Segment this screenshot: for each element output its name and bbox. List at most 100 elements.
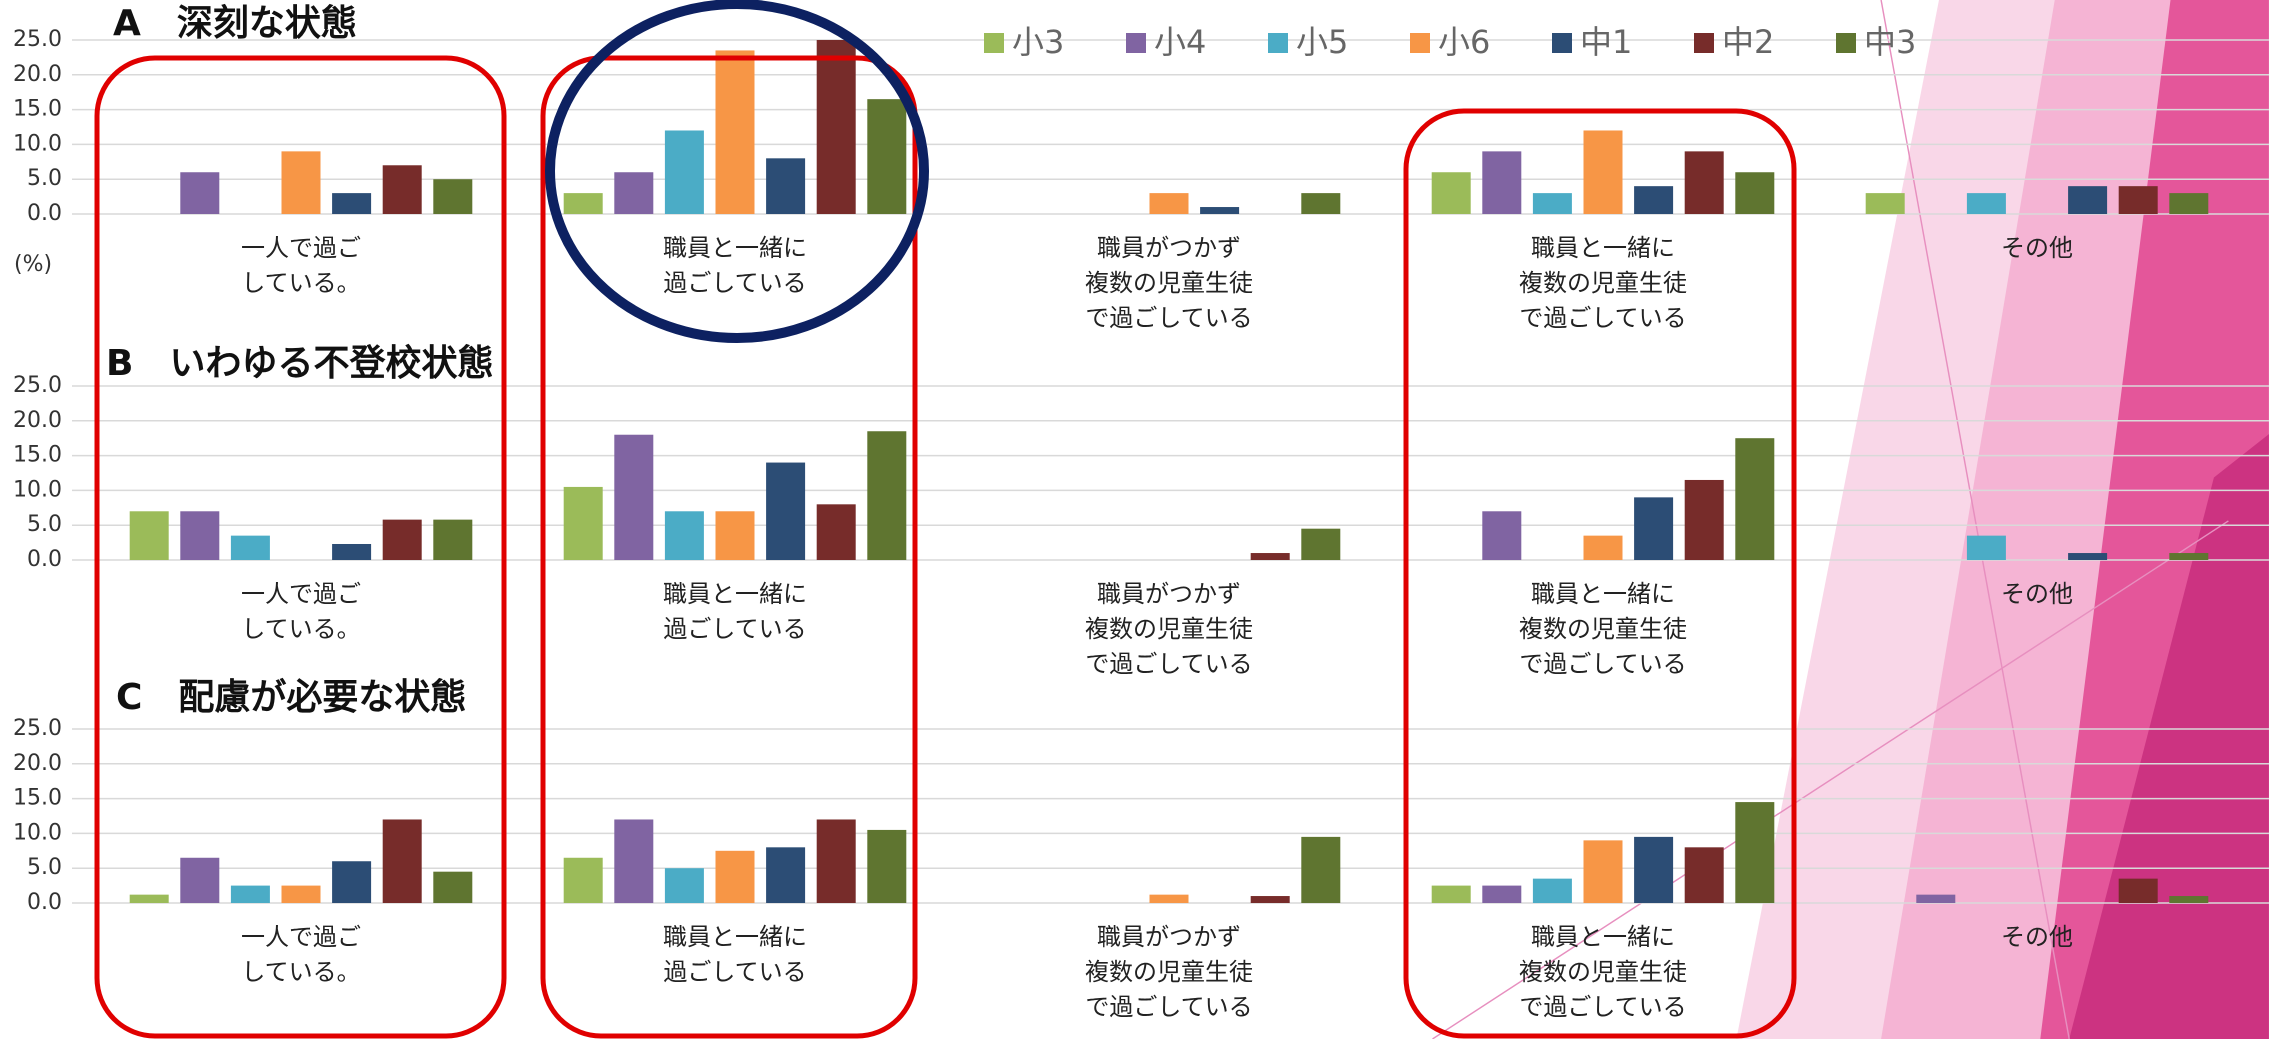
panel-title: A 深刻な状態: [113, 3, 357, 44]
bar: [1482, 151, 1522, 214]
bar: [1482, 511, 1522, 560]
bar: [1735, 438, 1775, 560]
bar: [1735, 172, 1775, 214]
legend-label: 小5: [1296, 23, 1348, 61]
bar: [1684, 847, 1724, 903]
bar: [1583, 840, 1623, 903]
x-tick-label: 職員がつかず: [1097, 234, 1241, 262]
bar: [614, 434, 654, 560]
x-tick-label: その他: [2001, 923, 2073, 951]
bar: [129, 511, 169, 560]
legend-label: 中3: [1864, 23, 1916, 61]
bar: [1301, 528, 1341, 560]
bar: [382, 819, 422, 903]
bar: [563, 193, 603, 214]
x-tick-label: で過ごしている: [1085, 304, 1252, 332]
bar: [1684, 479, 1724, 560]
bar: [433, 871, 473, 903]
x-tick-label: 過ごしている: [663, 615, 806, 643]
bar: [281, 151, 321, 214]
bar: [1482, 885, 1522, 903]
unit-label: (%): [14, 252, 52, 277]
bar: [382, 519, 422, 560]
x-tick-label: で過ごしている: [1085, 993, 1252, 1021]
x-tick-label: その他: [2001, 234, 2073, 262]
bar: [1250, 896, 1290, 903]
x-tick-label: 複数の児童生徒: [1085, 615, 1253, 643]
bar: [2068, 186, 2108, 214]
bar: [1149, 894, 1189, 903]
y-tick-label: 0.0: [27, 890, 62, 915]
bar: [1916, 894, 1956, 903]
y-tick-label: 15.0: [13, 786, 62, 811]
y-tick-label: 0.0: [27, 547, 62, 572]
bar: [766, 462, 806, 560]
bar: [1200, 207, 1240, 214]
y-tick-label: 5.0: [27, 512, 62, 537]
x-tick-label: その他: [2001, 580, 2073, 608]
bar: [230, 535, 270, 560]
x-tick-label: 職員と一緒に: [663, 923, 807, 951]
y-tick-label: 0.0: [27, 201, 62, 226]
bar: [2068, 553, 2108, 560]
bar: [816, 40, 856, 214]
bar: [1532, 193, 1572, 214]
bar: [230, 885, 270, 903]
bar: [816, 819, 856, 903]
x-tick-label: 複数の児童生徒: [1519, 615, 1687, 643]
y-tick-label: 25.0: [13, 27, 62, 52]
decoration: [1432, 0, 2269, 1039]
x-tick-label: 職員がつかず: [1097, 923, 1241, 951]
legend-swatch: [1268, 33, 1288, 53]
bar: [180, 172, 220, 214]
legend-label: 小3: [1012, 23, 1064, 61]
bar: [281, 885, 321, 903]
bar: [867, 829, 907, 903]
x-tick-label: している。: [241, 615, 360, 643]
x-tick-label: 複数の児童生徒: [1519, 269, 1687, 297]
x-tick-label: で過ごしている: [1085, 650, 1252, 678]
bar: [1634, 836, 1674, 903]
bar: [2118, 878, 2158, 903]
x-tick-label: 一人で過ご: [241, 923, 361, 951]
panel-title: C 配慮が必要な状態: [116, 677, 466, 718]
x-tick-label: 複数の児童生徒: [1085, 958, 1253, 986]
bar: [332, 861, 372, 903]
bar: [715, 50, 755, 214]
bar: [614, 172, 654, 214]
bar: [2118, 186, 2158, 214]
y-tick-label: 20.0: [13, 751, 62, 776]
y-tick-label: 25.0: [13, 716, 62, 741]
bar: [563, 486, 603, 560]
x-tick-label: 職員がつかず: [1097, 580, 1241, 608]
bar: [2169, 896, 2209, 903]
y-tick-label: 10.0: [13, 131, 62, 156]
x-tick-label: 一人で過ご: [241, 580, 361, 608]
x-tick-label: 職員と一緒に: [1531, 580, 1675, 608]
x-tick-label: で過ごしている: [1519, 993, 1686, 1021]
bar: [1431, 172, 1471, 214]
bar: [1250, 553, 1290, 560]
x-tick-label: 職員と一緒に: [663, 234, 807, 262]
bar: [332, 543, 372, 560]
bar: [614, 819, 654, 903]
bar: [1966, 193, 2006, 214]
x-tick-label: 過ごしている: [663, 269, 806, 297]
x-tick-label: 一人で過ご: [241, 234, 361, 262]
bar: [1149, 193, 1189, 214]
bar: [867, 99, 907, 214]
bar: [332, 193, 372, 214]
bar: [664, 868, 704, 903]
y-tick-label: 10.0: [13, 477, 62, 502]
y-tick-label: 20.0: [13, 62, 62, 87]
x-tick-label: している。: [241, 958, 360, 986]
y-tick-label: 5.0: [27, 166, 62, 191]
bar: [1966, 535, 2006, 560]
legend-swatch: [1126, 33, 1146, 53]
bar: [180, 857, 220, 903]
x-tick-label: 複数の児童生徒: [1085, 269, 1253, 297]
bar: [1865, 193, 1905, 214]
x-tick-label: している。: [241, 269, 360, 297]
x-tick-label: 職員と一緒に: [663, 580, 807, 608]
bar: [1301, 836, 1341, 903]
